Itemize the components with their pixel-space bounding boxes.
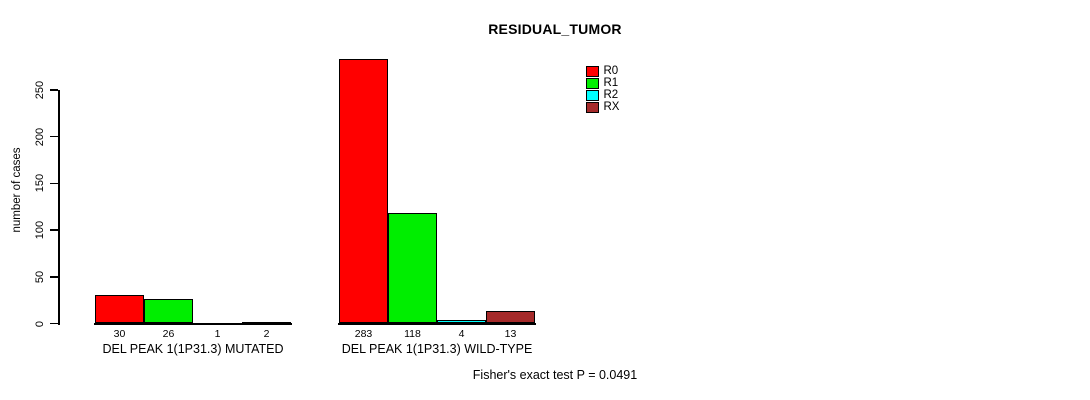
y-axis-tick bbox=[50, 89, 58, 91]
x-category-label: DEL PEAK 1(1P31.3) WILD-TYPE bbox=[341, 341, 533, 356]
x-axis-baseline bbox=[94, 322, 292, 325]
y-axis-tick bbox=[50, 322, 58, 325]
bar-r1-group1 bbox=[144, 299, 193, 324]
bar-r0-group1 bbox=[95, 295, 144, 324]
bar-value-label: 2 bbox=[263, 327, 270, 340]
legend-label-r2: R2 bbox=[603, 88, 619, 101]
y-axis-tick-label: 100 bbox=[34, 220, 46, 240]
y-axis-tick bbox=[50, 276, 58, 278]
bar-value-label: 26 bbox=[162, 327, 175, 340]
legend: R0 R1 R2 RX bbox=[586, 65, 619, 113]
bar-r0-group2 bbox=[339, 59, 388, 324]
legend-label-rx: RX bbox=[603, 100, 620, 113]
y-axis-line bbox=[58, 90, 60, 325]
bar-value-label: 13 bbox=[504, 327, 517, 340]
y-axis-tick bbox=[50, 182, 58, 185]
bar-value-label: 1 bbox=[214, 327, 221, 340]
bar-value-label: 30 bbox=[113, 327, 126, 340]
legend-label-r1: R1 bbox=[603, 76, 619, 89]
bar-value-label: 4 bbox=[458, 327, 465, 340]
bar-value-label: 283 bbox=[354, 327, 373, 340]
chart-title: RESIDUAL_TUMOR bbox=[488, 21, 622, 37]
y-axis-label: number of cases bbox=[11, 147, 23, 233]
legend-item-r2: R2 bbox=[586, 89, 619, 101]
legend-swatch-rx bbox=[586, 101, 599, 113]
x-category-label: DEL PEAK 1(1P31.3) MUTATED bbox=[102, 341, 284, 356]
bar-value-label: 118 bbox=[404, 327, 421, 340]
y-axis-tick-label: 150 bbox=[34, 174, 46, 193]
y-axis-tick bbox=[50, 229, 58, 231]
y-axis-tick bbox=[50, 135, 58, 138]
legend-swatch-r2 bbox=[586, 89, 599, 101]
legend-item-r1: R1 bbox=[586, 77, 619, 89]
y-axis-tick-label: 0 bbox=[34, 320, 46, 327]
legend-swatch-r0 bbox=[586, 65, 599, 77]
legend-item-r0: R0 bbox=[586, 65, 619, 77]
statistical-test-annotation: Fisher's exact test P = 0.0491 bbox=[472, 368, 638, 382]
legend-label-r0: R0 bbox=[603, 64, 619, 77]
x-axis-baseline bbox=[338, 322, 536, 325]
y-axis-tick-label: 50 bbox=[34, 270, 46, 283]
y-axis-tick-label: 250 bbox=[34, 80, 46, 100]
y-axis-tick-label: 200 bbox=[34, 127, 46, 146]
legend-swatch-r1 bbox=[586, 77, 599, 89]
bar-r1-group2 bbox=[388, 213, 437, 324]
legend-item-rx: RX bbox=[586, 101, 619, 113]
